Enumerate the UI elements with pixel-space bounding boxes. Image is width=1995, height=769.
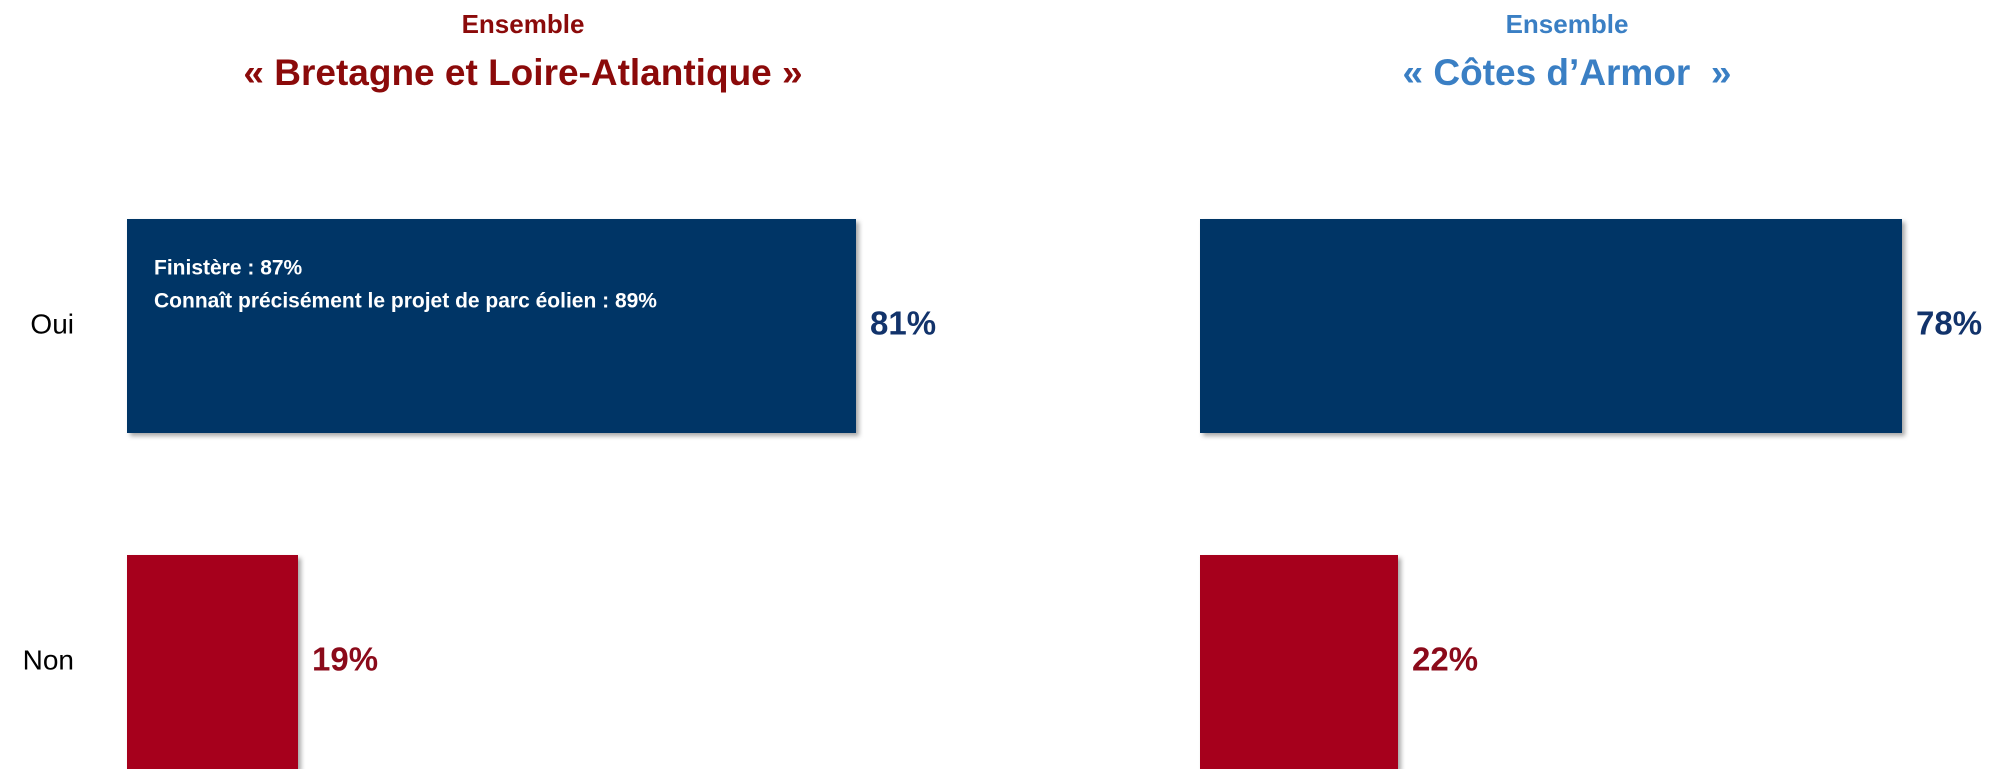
annotation: Connaît précisément le projet de parc éo… (154, 290, 657, 313)
chart-title: « Bretagne et Loire-Atlantique » (243, 52, 802, 93)
annotation: Finistère : 87% (154, 257, 303, 280)
bar (1200, 555, 1398, 769)
category-label: Oui (30, 308, 74, 339)
category-label: Non (23, 644, 74, 675)
value-label: 22% (1412, 641, 1478, 678)
value-label: 81% (870, 305, 936, 342)
chart-title: « Côtes d’Armor » (1403, 52, 1732, 93)
bar (1200, 219, 1902, 433)
value-label: 19% (312, 641, 378, 678)
bar (127, 555, 298, 769)
value-label: 78% (1916, 305, 1982, 342)
chart-subtitle: Ensemble (1506, 9, 1629, 39)
bar (127, 219, 856, 433)
chart-subtitle: Ensemble (462, 9, 585, 39)
